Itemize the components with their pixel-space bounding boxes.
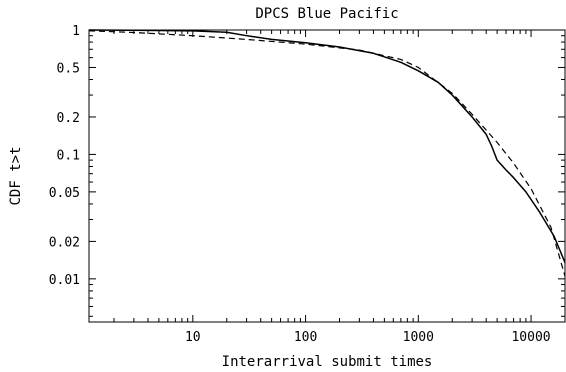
plot-frame (88, 29, 566, 323)
y-tick-labels: 1 0.5 0.2 0.1 0.05 0.02 0.01 (49, 24, 80, 288)
y-tick-label: 0.5 (57, 61, 80, 76)
y-axis-title: CDF t>t (8, 146, 24, 205)
x-tick-label: 100 (294, 330, 317, 345)
y-tick-label: 0.05 (49, 186, 80, 201)
x-axis-title: Interarrival submit times (222, 354, 433, 370)
x-tick-labels: 10 100 1000 10000 (185, 330, 551, 345)
chart-title: DPCS Blue Pacific (255, 6, 398, 22)
solid-data-line (88, 29, 566, 263)
x-tick-label: 1000 (403, 330, 434, 345)
x-tick-label: 10 (185, 330, 201, 345)
y-tick-label: 0.2 (57, 111, 80, 126)
axis-ticks (89, 29, 566, 322)
y-tick-label: 1 (72, 24, 80, 39)
y-tick-label: 0.02 (49, 235, 80, 250)
x-tick-label: 10000 (511, 330, 550, 345)
y-tick-label: 0.1 (57, 148, 80, 163)
dashed-fit-line (88, 30, 566, 277)
y-tick-label: 0.01 (49, 273, 80, 288)
series-layer (88, 29, 566, 277)
